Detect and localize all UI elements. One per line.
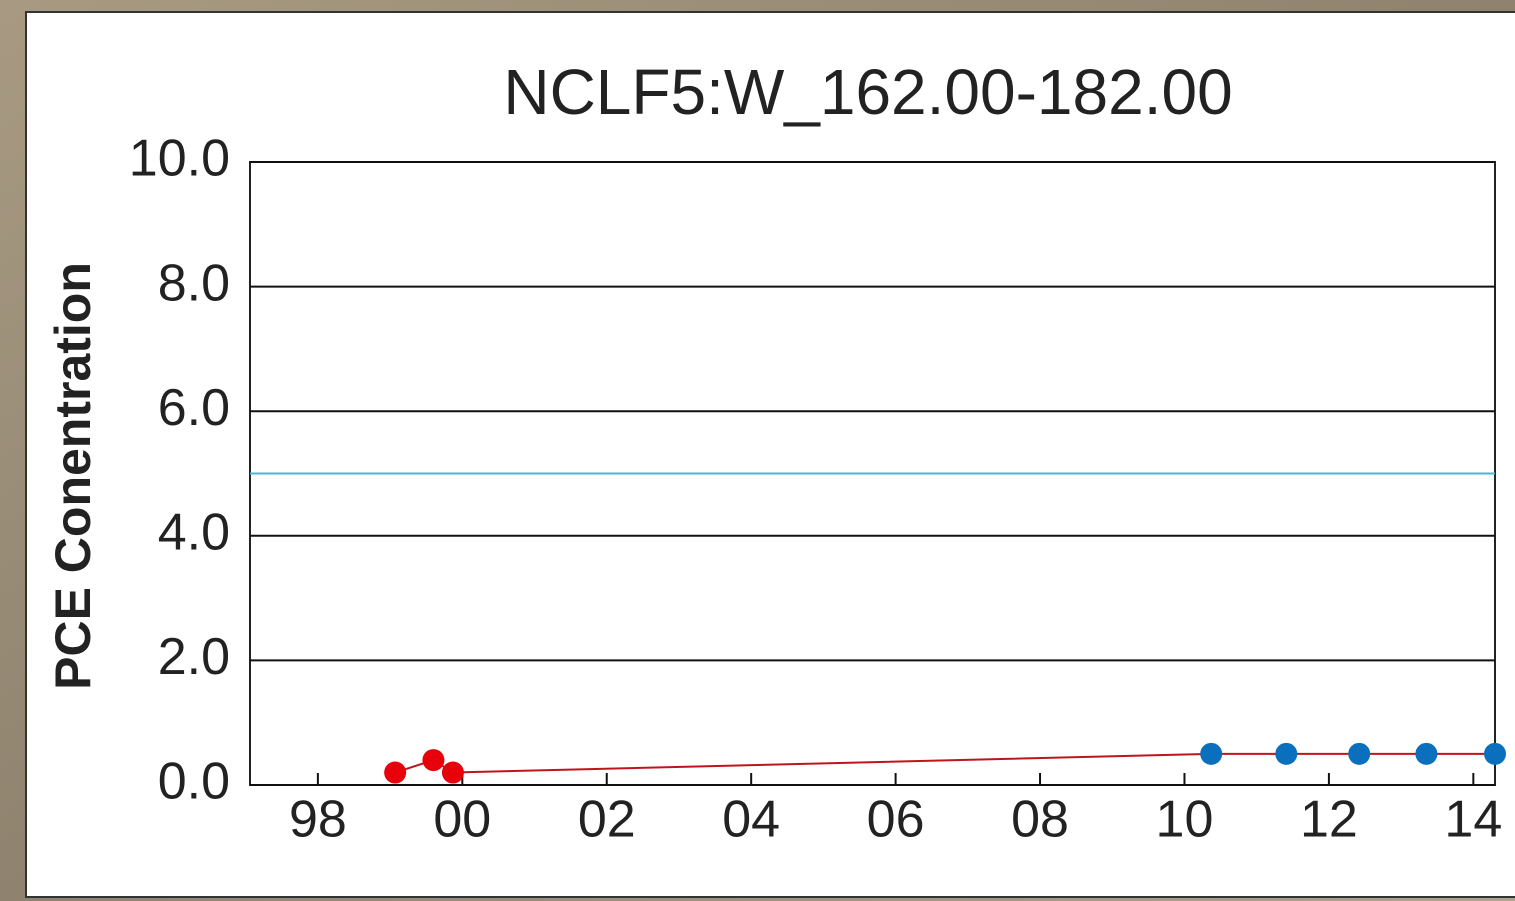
x-tick-label: 06 [867, 791, 925, 849]
data-point [1200, 742, 1223, 765]
data-point [1275, 742, 1298, 765]
y-axis-label: PCE Conentration [45, 262, 101, 690]
data-point [1484, 742, 1506, 765]
y-tick-label: 0.0 [158, 753, 230, 811]
y-tick-label: 8.0 [158, 254, 230, 312]
data-point [441, 761, 464, 784]
x-tick-label: 10 [1156, 791, 1214, 849]
y-tick-label: 6.0 [158, 379, 230, 437]
x-tick-label: 00 [433, 791, 491, 849]
data-point [1415, 742, 1438, 765]
data-point [384, 761, 407, 784]
x-tick-label: 02 [578, 791, 636, 849]
y-tick-label: 4.0 [158, 504, 230, 562]
data-point [1348, 742, 1371, 765]
y-tick-label: 2.0 [158, 628, 230, 686]
y-tick-label: 10.0 [129, 130, 230, 188]
chart-title: NCLF5:W_162.00-182.00 [503, 56, 1232, 128]
data-point [422, 749, 445, 772]
x-tick-label: 04 [722, 791, 780, 849]
x-tick-label: 98 [289, 791, 347, 849]
x-tick-label: 08 [1011, 791, 1069, 849]
x-tick-label: 14 [1444, 791, 1502, 849]
x-tick-label: 12 [1300, 791, 1358, 849]
